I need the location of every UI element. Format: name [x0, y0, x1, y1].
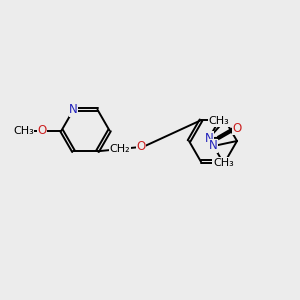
Text: N: N	[209, 140, 218, 152]
Text: N: N	[69, 103, 78, 116]
Text: N: N	[205, 132, 213, 145]
Text: CH₂: CH₂	[110, 144, 130, 154]
Text: CH₃: CH₃	[13, 125, 34, 136]
Text: O: O	[38, 124, 46, 137]
Text: O: O	[232, 122, 242, 135]
Text: O: O	[136, 140, 146, 154]
Text: CH₃: CH₃	[208, 116, 229, 126]
Text: CH₃: CH₃	[213, 158, 234, 168]
